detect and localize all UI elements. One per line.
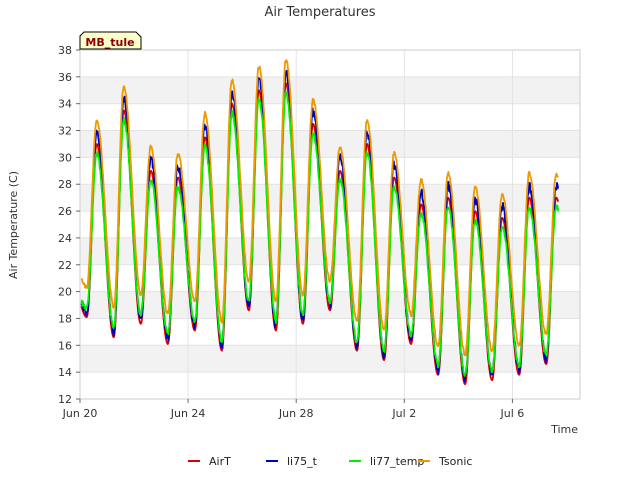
legend-label: Tsonic [438,455,472,468]
x-tick-label: Jul 2 [391,407,416,420]
y-tick-label: 16 [58,339,72,352]
y-tick-label: 32 [58,125,72,138]
legend-label: li75_t [287,455,318,468]
y-axis-label: Air Temperature (C) [7,171,20,279]
x-tick-label: Jun 24 [170,407,206,420]
legend-label: AirT [209,455,231,468]
background-band [80,76,580,104]
plot-frame [79,49,581,400]
y-tick-label: 24 [58,232,72,245]
chart-title: Air Temperatures [264,5,375,20]
y-tick-label: 28 [58,178,72,191]
x-axis-label: Time [550,423,578,436]
x-tick-label: Jun 20 [62,407,98,420]
background-band [80,237,580,265]
background-band [80,130,580,158]
site-tag-box [79,31,142,50]
background-band [80,345,580,373]
site-tag-label: MB_tule [85,36,134,49]
background-band [80,184,580,212]
y-axis-ticks: 12 14 16 18 20 22 24 26 28 30 32 34 36 38 [58,44,80,406]
y-tick-label: 26 [58,205,72,218]
y-tick-label: 22 [58,259,72,272]
series-line-li77-temp [80,91,559,377]
x-tick-label: Jun 28 [278,407,314,420]
series-lines [80,59,559,386]
site-tag: MB_tule [79,31,142,50]
x-axis-ticks: Jun 20 Jun 24 Jun 28 Jul 2 Jul 6 [62,399,525,420]
legend-label: li77_temp [370,455,424,468]
y-tick-label: 38 [58,44,72,57]
y-tick-label: 12 [58,393,72,406]
y-tick-label: 20 [58,286,72,299]
y-tick-label: 36 [58,71,72,84]
x-tick-label: Jul 6 [500,407,525,420]
legend: AirT li75_t li77_temp Tsonic [188,455,472,468]
y-tick-label: 18 [58,312,72,325]
y-tick-label: 34 [58,98,72,111]
y-tick-label: 30 [58,151,72,164]
y-tick-label: 14 [58,366,72,379]
series-line-tsonic [80,59,559,357]
